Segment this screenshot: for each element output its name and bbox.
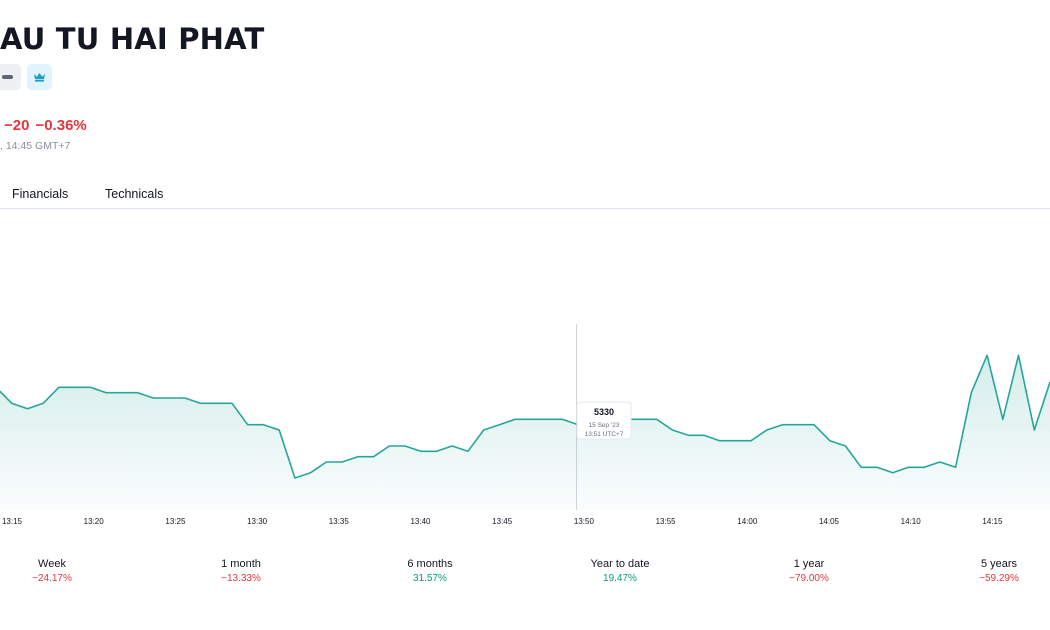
tabs-divider: [0, 208, 1050, 209]
tooltip-time: 13:51 UTC+7: [585, 431, 624, 438]
crown-badge[interactable]: [27, 64, 52, 90]
price-change-pct: −0.36%: [35, 117, 87, 134]
perf-label: 1 month: [221, 558, 261, 570]
x-tick-label: 13:30: [247, 517, 268, 526]
perf-value: −79.00%: [789, 573, 829, 584]
perf-value: −59.29%: [979, 573, 1019, 584]
x-tick-label: 14:15: [982, 517, 1003, 526]
perf-5-years[interactable]: 5 years −59.29%: [949, 558, 1049, 584]
x-tick-label: 14:10: [901, 517, 922, 526]
perf-1-month[interactable]: 1 month −13.33%: [191, 558, 291, 584]
x-tick-label: 14:05: [819, 517, 840, 526]
x-tick-label: 13:45: [492, 517, 513, 526]
x-tick-label: 13:40: [410, 517, 431, 526]
perf-label: 1 year: [793, 558, 825, 570]
perf-6-months[interactable]: 6 months 31.57%: [380, 558, 480, 584]
perf-value: −13.33%: [221, 573, 261, 584]
price-chart[interactable]: 13:15 13:20 13:25 13:30 13:35 13:40 13:45 13:50…: [0, 210, 1050, 535]
x-tick-label: 13:50: [574, 517, 595, 526]
perf-value: −24.17%: [32, 573, 72, 584]
price-change-abs: −20: [4, 117, 30, 134]
market-time: , 14:45 GMT+7: [0, 140, 71, 152]
perf-label: 6 months: [407, 558, 453, 570]
perf-week[interactable]: Week −24.17%: [0, 558, 104, 584]
page-title: AU TU HAI PHAT: [0, 22, 265, 56]
x-tick-label: 13:55: [656, 517, 677, 526]
perf-label: Year to date: [590, 558, 650, 570]
minus-badge[interactable]: [0, 64, 21, 90]
x-tick-label: 13:20: [84, 517, 105, 526]
price-area: [0, 355, 1050, 510]
tooltip-value: 5330: [594, 407, 614, 417]
perf-value: 31.57%: [413, 573, 447, 584]
x-tick-label: 13:15: [2, 517, 23, 526]
perf-label: 5 years: [980, 558, 1018, 570]
chart-tooltip: 5330 15 Sep '23 13:51 UTC+7: [576, 401, 632, 440]
x-tick-label: 14:00: [737, 517, 758, 526]
x-tick-label: 13:35: [329, 517, 350, 526]
perf-1-year[interactable]: 1 year −79.00%: [759, 558, 859, 584]
minus-icon: [2, 75, 13, 79]
x-tick-label: 13:25: [165, 517, 186, 526]
section-tabs: Financials Technicals: [0, 184, 1050, 208]
tab-financials[interactable]: Financials: [12, 187, 69, 201]
price-change: −20 −0.36%: [4, 117, 87, 134]
tab-technicals[interactable]: Technicals: [105, 187, 164, 201]
perf-year-to-date[interactable]: Year to date 19.47%: [570, 558, 670, 584]
price-line: [0, 354, 1050, 479]
tooltip-date: 15 Sep '23: [589, 422, 620, 429]
perf-value: 19.47%: [603, 573, 637, 584]
crown-icon: [34, 73, 45, 82]
perf-label: Week: [38, 558, 66, 570]
